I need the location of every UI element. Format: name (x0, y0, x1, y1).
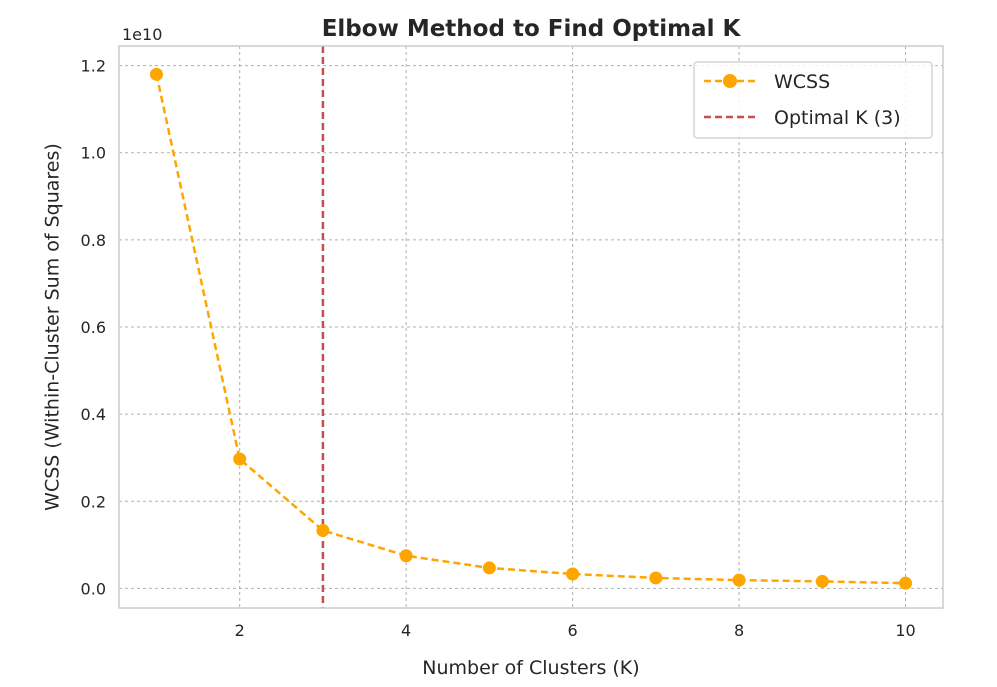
legend: WCSS Optimal K (3) (693, 61, 933, 139)
wcss-data-point (649, 571, 663, 585)
y-tick-label: 1.2 (81, 57, 106, 76)
plot-frame (118, 45, 944, 609)
legend-wcss-marker (723, 74, 737, 88)
wcss-data-point (316, 523, 330, 537)
wcss-data-point (399, 549, 413, 563)
chart-title: Elbow Method to Find Optimal K (322, 16, 742, 42)
y-axis-offset-label: 1e10 (122, 25, 162, 44)
x-tick-label: 10 (895, 621, 915, 640)
y-tick-label: 0.8 (81, 231, 106, 250)
y-tick-label: 0.4 (81, 405, 106, 424)
tick-labels: 2 4 6 8 10 0.0 0.2 0.4 0.6 0.8 1.0 1.2 (81, 57, 916, 640)
wcss-series-line (155, 74, 906, 585)
wcss-data-point (899, 576, 913, 590)
y-tick-label: 0.0 (81, 579, 106, 598)
wcss-data-point (815, 574, 829, 588)
wcss-data-point (732, 573, 746, 587)
x-tick-label: 4 (401, 621, 411, 640)
y-tick-label: 0.6 (81, 318, 106, 337)
x-tick-label: 8 (734, 621, 744, 640)
y-tick-label: 0.2 (81, 492, 106, 511)
x-tick-label: 6 (568, 621, 578, 640)
legend-wcss-label: WCSS (774, 71, 830, 93)
wcss-data-point (482, 561, 496, 575)
x-axis-label: Number of Clusters (K) (422, 657, 639, 679)
y-axis-label: WCSS (Within-Cluster Sum of Squares) (42, 143, 64, 511)
series-layer (149, 67, 913, 590)
wcss-data-point (149, 67, 163, 81)
x-tick-label: 2 (235, 621, 245, 640)
wcss-data-point (566, 567, 580, 581)
wcss-data-point (233, 452, 247, 466)
legend-optimal-k-label: Optimal K (3) (774, 107, 901, 129)
y-tick-label: 1.0 (81, 144, 106, 163)
